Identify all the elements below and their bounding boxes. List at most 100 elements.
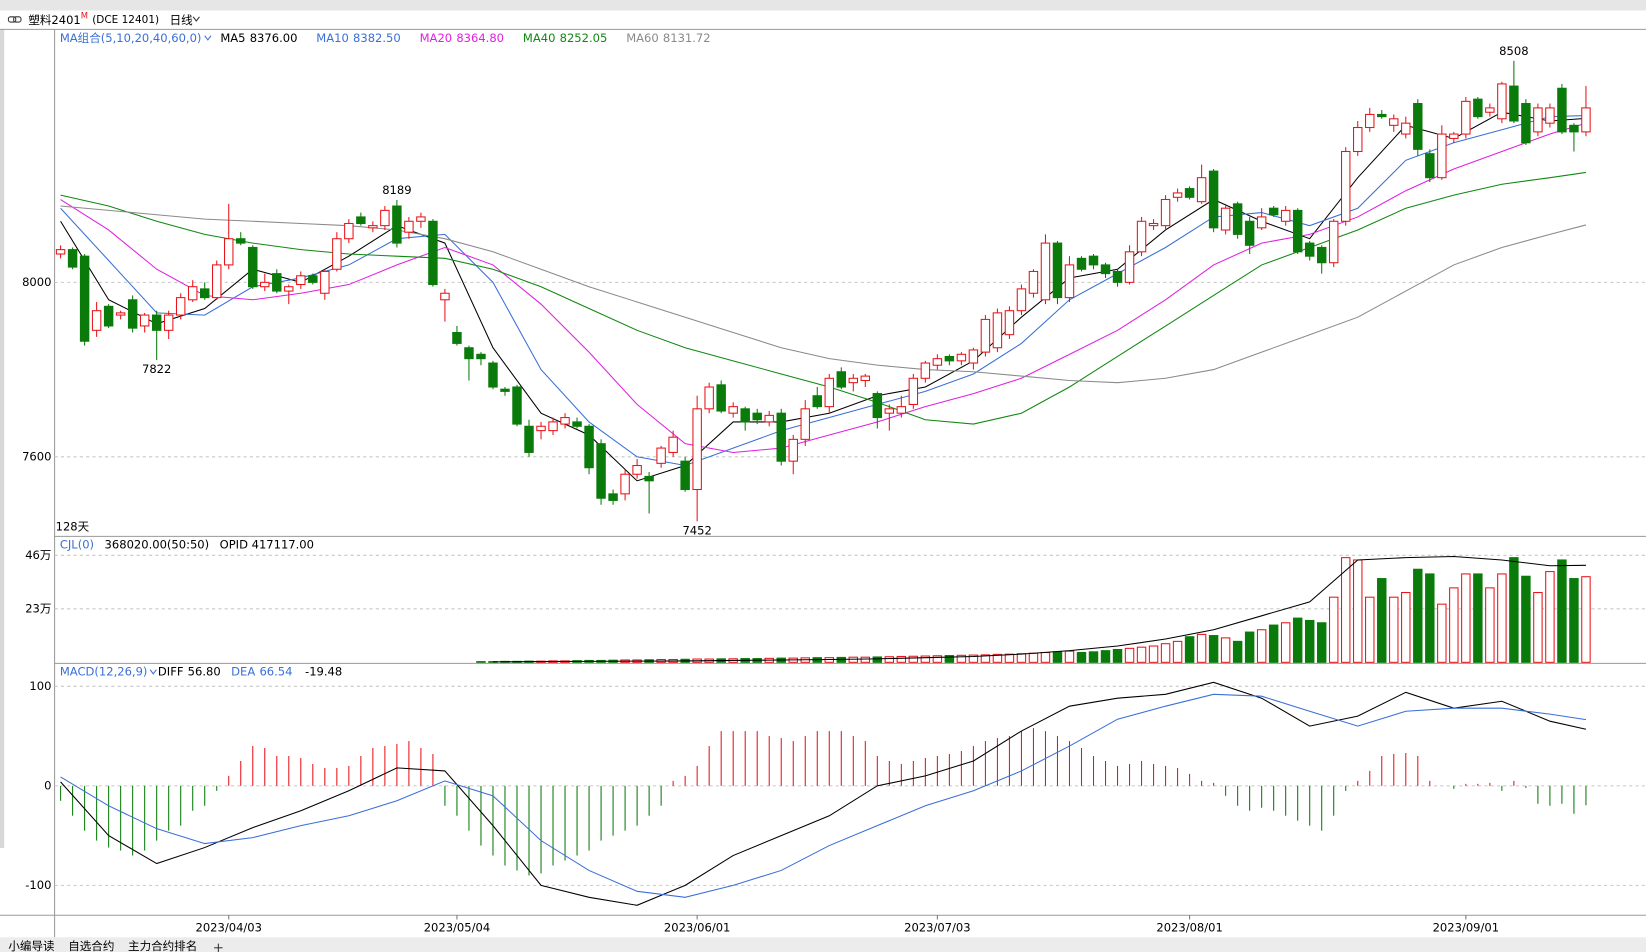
volume-bar (920, 655, 931, 663)
candle-body (572, 421, 582, 427)
extreme-label: 8189 (382, 183, 411, 197)
ma-legend-part: MA5 (220, 30, 245, 44)
candle-body (1316, 246, 1327, 264)
volume-bar (872, 656, 883, 663)
candle-body (1401, 122, 1411, 135)
volume-bar (1304, 619, 1315, 663)
volume-bar (1485, 587, 1495, 663)
candle-body (248, 246, 258, 288)
candle-body (1088, 255, 1099, 266)
volume-bar (1437, 603, 1447, 663)
candle-body (620, 473, 630, 495)
candle-body (1557, 87, 1567, 133)
macd-legend-part: DIFF (158, 664, 184, 678)
tab-bar (0, 937, 1646, 952)
volume-legend-part: 368020.00(50:50) (105, 537, 210, 551)
candle-body (824, 377, 834, 408)
tab-active[interactable]: 自选合约 (68, 939, 114, 952)
symbol-header[interactable]: 塑料2401M (DCE 12401) 日线 (28, 10, 193, 26)
volume-bar (944, 655, 955, 663)
candle-body (380, 209, 390, 227)
candle-body (1052, 242, 1063, 299)
series-line (60, 693, 1587, 898)
candle-body (656, 447, 666, 464)
volume-bar (1401, 592, 1411, 663)
candle-body (139, 314, 150, 327)
volume-bar (1100, 650, 1111, 663)
period[interactable]: 日线 (170, 12, 194, 26)
candle-body (175, 297, 186, 316)
volume-bar (1473, 573, 1483, 663)
volume-bar (1569, 578, 1579, 663)
volume-bar (1172, 640, 1183, 663)
candle-body (260, 281, 270, 288)
volume-bar (1413, 568, 1423, 663)
candle-body (296, 275, 306, 286)
left-edge (0, 29, 5, 849)
link-icon[interactable] (7, 16, 22, 23)
candle-body (440, 292, 450, 301)
candle-body (1581, 107, 1591, 133)
candle-body (1076, 257, 1087, 270)
candle-body (368, 225, 378, 229)
volume-bar (992, 653, 1003, 663)
macd-legend: MACD(12,26,9) DIFF 56.80 DEA 66.54 -19.48 (60, 664, 342, 678)
candle-body (956, 353, 967, 362)
period-dropdown[interactable] (192, 16, 200, 22)
add-tab[interactable] (214, 943, 223, 952)
candle-body (1208, 170, 1219, 229)
candle-body (1304, 242, 1315, 257)
ma-legend-part: 8376.00 (250, 30, 298, 44)
volume-bar (1208, 635, 1219, 663)
candle-body (608, 493, 618, 501)
volume-bar (1280, 622, 1291, 663)
volume-bar (1425, 573, 1435, 663)
ma-legend-part: MA20 (420, 30, 453, 44)
volume-bar (1316, 622, 1327, 663)
candle-body (596, 443, 606, 499)
candle-body (1485, 107, 1495, 113)
ma-legend: MA组合(5,10,20,40,60,0) MA5 8376.00 MA10 8382.… (60, 30, 711, 44)
tab[interactable]: 小编导读 (8, 939, 55, 952)
candle-body (79, 255, 90, 342)
candle-body (632, 464, 642, 475)
candle-body (163, 314, 174, 331)
candle-body (91, 310, 102, 331)
candle-body (1256, 216, 1267, 229)
candle-body (464, 347, 474, 360)
candle-body (752, 412, 762, 421)
candle-body (1533, 107, 1543, 133)
candle-body (1292, 209, 1303, 253)
candle-body (1280, 209, 1291, 222)
candle-body (1449, 133, 1459, 139)
candle-body (428, 220, 438, 286)
y-tick-label: 100 (29, 679, 51, 693)
volume-bar (1028, 652, 1039, 663)
candle-body (788, 438, 798, 462)
ma-legend-part: MA组合(5,10,20,40,60,0) (60, 30, 202, 44)
candle-body (1244, 220, 1255, 246)
volume-bar (1509, 557, 1519, 663)
tab[interactable]: 主力合约排名 (128, 939, 197, 952)
candle-body (560, 417, 570, 425)
volume-bar (1232, 640, 1243, 663)
ma-legend-part: MA60 (626, 30, 659, 44)
toolbar-strip (0, 0, 1646, 11)
series-line (492, 555, 1586, 663)
candle-body (115, 312, 126, 316)
candle-body (1461, 100, 1471, 135)
candle-body (668, 436, 678, 453)
volume-bar (1497, 573, 1507, 663)
x-tick-label: 2023/06/01 (664, 920, 730, 934)
legend-dropdown (149, 669, 157, 675)
x-tick-label: 2023/08/01 (1156, 920, 1222, 934)
volume-bar (1148, 645, 1159, 663)
macd-legend-part: MACD(12,26,9) (60, 664, 148, 678)
candle-body (764, 414, 774, 423)
candle-body (320, 270, 330, 294)
volume-bar (1244, 631, 1255, 663)
candle-body (1016, 288, 1027, 312)
volume-bar (1088, 651, 1099, 663)
candle-body (1148, 222, 1159, 227)
volume-bar (1076, 652, 1087, 663)
